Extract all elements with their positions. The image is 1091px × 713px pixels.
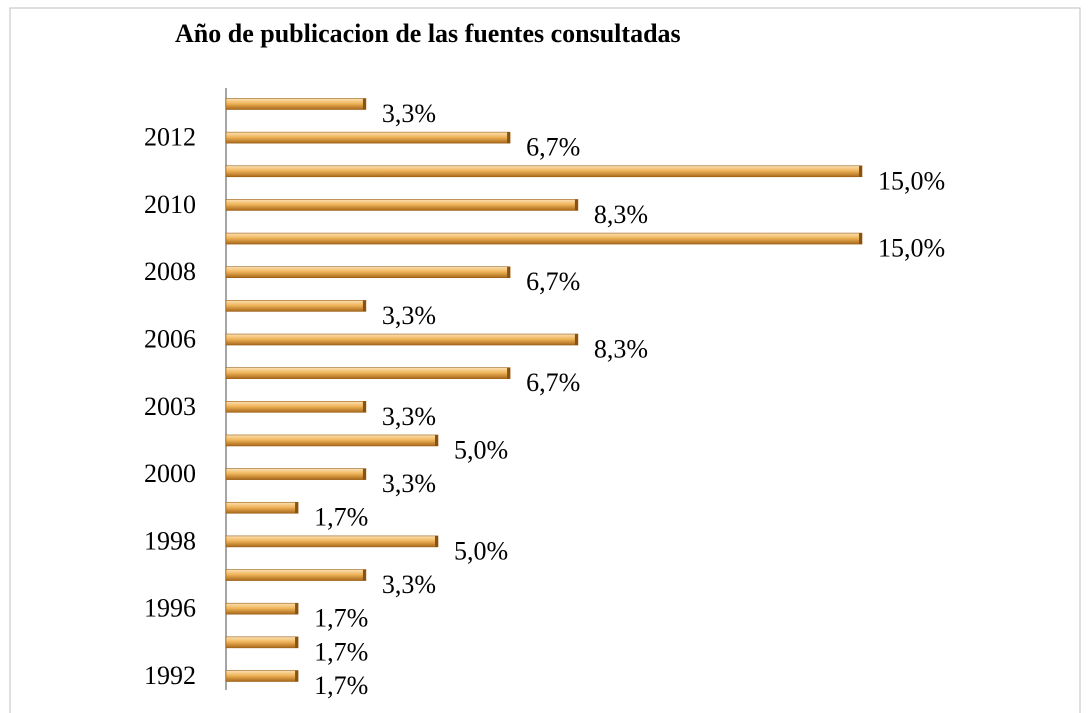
bar: [225, 300, 367, 312]
bar: [225, 199, 579, 211]
chart-title: Año de publicacion de las fuentes consul…: [175, 19, 681, 48]
y-tick-label: 2006: [144, 324, 196, 353]
bar: [225, 468, 367, 480]
value-label: 1,7%: [314, 604, 368, 633]
value-label: 1,7%: [314, 671, 368, 700]
y-tick-label: 2010: [144, 190, 196, 219]
bar: [225, 165, 863, 178]
chart-frame: [9, 7, 1081, 713]
y-tick-label: 2000: [144, 459, 196, 488]
y-tick-label: 2012: [144, 123, 196, 152]
bar: [225, 98, 367, 110]
y-tick-label: 1992: [144, 661, 196, 690]
y-tick-label: 1998: [144, 526, 196, 555]
value-label: 15,0%: [878, 166, 945, 195]
y-tick-label: 1996: [144, 594, 196, 623]
bar-end: [295, 636, 299, 648]
value-label: 3,3%: [382, 99, 436, 128]
bar-end: [295, 603, 299, 615]
bar-end: [295, 670, 299, 682]
bar-end: [362, 300, 366, 312]
bar-end: [859, 165, 862, 177]
value-label: 3,3%: [382, 570, 436, 599]
bar: [225, 434, 439, 447]
value-label: 6,7%: [526, 368, 580, 397]
bar: [225, 569, 367, 581]
value-label: 3,3%: [382, 301, 436, 330]
value-label: 3,3%: [382, 469, 436, 498]
bar-end: [574, 199, 578, 211]
bar-end: [295, 502, 299, 514]
bar-end: [507, 266, 511, 278]
value-label: 5,0%: [454, 435, 508, 464]
bar-end: [507, 367, 511, 379]
value-label: 5,0%: [454, 536, 508, 565]
value-label: 3,3%: [382, 402, 436, 431]
y-tick-label: 2008: [144, 257, 196, 286]
bar: [225, 535, 439, 548]
bar-end: [362, 569, 366, 581]
value-label: 8,3%: [594, 200, 648, 229]
bar: [225, 670, 299, 682]
bar-end: [362, 401, 366, 413]
value-label: 6,7%: [526, 267, 580, 296]
bar: [225, 501, 299, 514]
bar-end: [435, 535, 438, 547]
bar: [225, 333, 579, 346]
value-label: 15,0%: [878, 234, 945, 263]
bar-end: [574, 334, 578, 346]
bar: [225, 131, 511, 144]
bar-end: [435, 434, 438, 446]
bar-end: [507, 132, 511, 144]
bar-end: [362, 98, 366, 110]
bar: [225, 401, 367, 413]
bar-end: [362, 468, 366, 480]
bar: [225, 232, 863, 245]
y-tick-label: 2003: [144, 392, 196, 421]
value-label: 1,7%: [314, 503, 368, 532]
bar: [225, 602, 299, 615]
value-label: 6,7%: [526, 133, 580, 162]
bar: [225, 367, 511, 379]
value-label: 8,3%: [594, 334, 648, 363]
bar: [225, 266, 511, 279]
value-label: 1,7%: [314, 637, 368, 666]
bar-end: [859, 233, 862, 245]
bar: [225, 636, 299, 649]
